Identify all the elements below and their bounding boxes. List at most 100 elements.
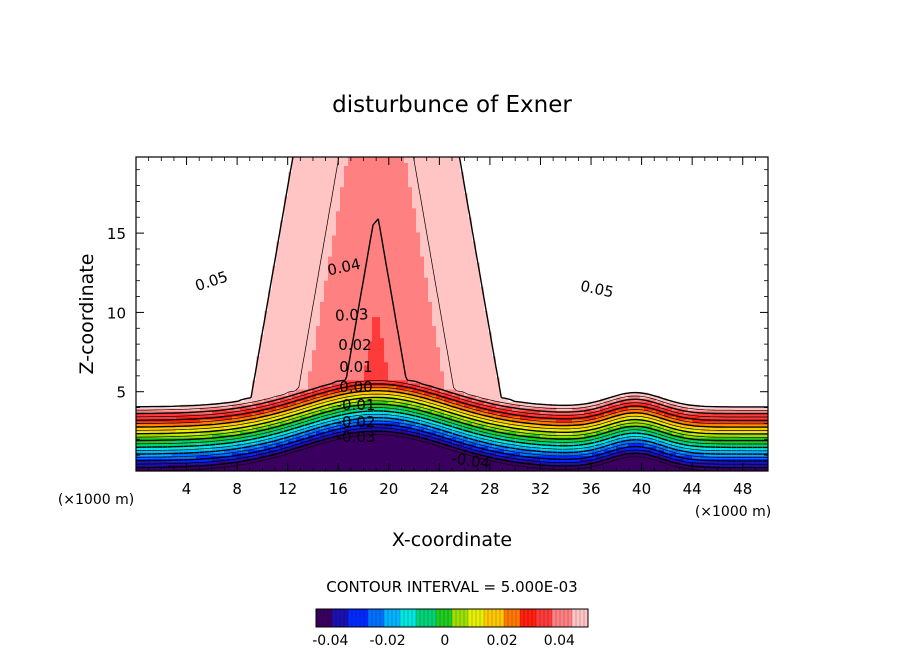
field-cell xyxy=(140,395,145,400)
field-cell xyxy=(136,398,141,403)
field-cell xyxy=(164,256,169,261)
field-cell xyxy=(140,250,145,255)
field-cell xyxy=(148,175,153,179)
field-cell xyxy=(140,169,145,173)
field-cell xyxy=(148,389,153,394)
field-cell xyxy=(136,392,141,397)
field-cell xyxy=(144,347,149,351)
field-cell xyxy=(148,446,153,451)
field-cell xyxy=(140,253,145,258)
field-cell xyxy=(140,371,145,375)
field-cell xyxy=(152,196,157,200)
field-cell xyxy=(148,362,153,366)
field-cell xyxy=(164,205,169,209)
field-cell xyxy=(156,362,161,366)
field-cell xyxy=(140,286,145,291)
field-cell xyxy=(140,178,145,182)
field-cell xyxy=(164,347,169,351)
field-cell xyxy=(164,217,169,221)
field-cell xyxy=(140,232,145,237)
field-cell xyxy=(144,193,149,197)
field-cell xyxy=(144,208,149,212)
field-cell xyxy=(144,413,149,418)
field-cell xyxy=(164,310,169,315)
field-cell xyxy=(140,326,145,330)
field-cell xyxy=(148,286,153,291)
field-cell xyxy=(136,253,141,258)
field-cell xyxy=(152,449,157,454)
field-cell xyxy=(156,332,161,336)
field-cell xyxy=(140,401,145,406)
field-cell xyxy=(148,335,153,339)
field-cell xyxy=(156,317,161,321)
field-cell xyxy=(140,374,145,378)
field-cell xyxy=(144,332,149,336)
field-cell xyxy=(136,184,141,188)
field-cell xyxy=(144,241,149,246)
field-cell xyxy=(160,277,165,282)
field-cell xyxy=(136,347,141,351)
field-cell xyxy=(144,175,149,179)
field-cell xyxy=(140,434,145,439)
field-cell xyxy=(152,338,157,342)
field-cell xyxy=(164,359,169,363)
field-cell xyxy=(144,422,149,427)
field-cell xyxy=(164,193,169,197)
field-cell xyxy=(144,205,149,209)
field-cell xyxy=(156,232,161,237)
field-cell xyxy=(160,347,165,351)
field-cell xyxy=(152,172,157,176)
field-cell xyxy=(164,178,169,182)
field-cell xyxy=(136,229,141,234)
field-cell xyxy=(140,214,145,218)
field-cell xyxy=(156,377,161,382)
field-cell xyxy=(160,208,165,212)
field-cell xyxy=(148,374,153,378)
field-cell xyxy=(148,317,153,321)
field-cell xyxy=(152,356,157,360)
field-cell xyxy=(140,223,145,228)
field-cell xyxy=(136,356,141,360)
field-cell xyxy=(144,277,149,282)
field-cell xyxy=(160,389,165,394)
field-cell xyxy=(148,356,153,360)
field-cell xyxy=(144,262,149,267)
field-cell xyxy=(160,172,165,176)
field-cell xyxy=(152,323,157,327)
field-cell xyxy=(140,413,145,418)
field-cell xyxy=(152,295,157,300)
field-cell xyxy=(136,317,141,321)
field-cell xyxy=(156,226,161,231)
field-cell xyxy=(160,220,165,225)
field-cell xyxy=(156,241,161,246)
field-cell xyxy=(164,208,169,212)
field-cell xyxy=(164,304,169,309)
field-cell xyxy=(164,377,169,382)
field-cell xyxy=(160,383,165,388)
field-cell xyxy=(160,166,165,170)
field-cell xyxy=(140,422,145,427)
field-cell xyxy=(144,256,149,261)
field-cell xyxy=(148,332,153,336)
field-cell xyxy=(164,175,169,179)
field-cell xyxy=(140,452,145,457)
field-cell xyxy=(140,226,145,231)
field-cell xyxy=(160,256,165,261)
field-cell xyxy=(136,190,141,194)
field-cell xyxy=(136,247,141,252)
field-cell xyxy=(148,253,153,258)
field-cell xyxy=(156,323,161,327)
field-cell xyxy=(156,178,161,182)
field-cell xyxy=(160,157,165,161)
field-cell xyxy=(144,437,149,442)
field-cell xyxy=(144,301,149,306)
field-cell xyxy=(140,235,145,240)
field-cell xyxy=(140,350,145,354)
field-cell xyxy=(160,199,165,203)
field-cell xyxy=(136,166,141,170)
field-cell xyxy=(136,223,141,228)
field-cell xyxy=(152,166,157,170)
field-cell xyxy=(136,464,141,469)
field-cell xyxy=(164,184,169,188)
field-cell xyxy=(164,271,169,276)
